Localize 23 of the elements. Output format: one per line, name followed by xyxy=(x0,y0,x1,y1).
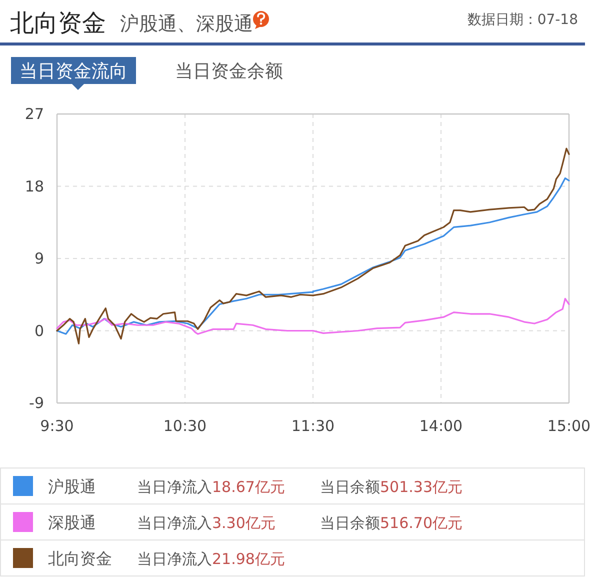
x-tick-label: 15:00 xyxy=(547,417,591,435)
y-tick-label: 9 xyxy=(34,250,44,268)
y-tick-label: 27 xyxy=(24,105,44,123)
x-tick-label: 10:30 xyxy=(163,417,207,435)
y-tick-label: -9 xyxy=(29,394,44,412)
x-tick-label: 11:30 xyxy=(291,417,335,435)
text: 当日资金流向 xyxy=(20,61,128,82)
chart-title: 北向资金 xyxy=(10,9,106,37)
legend-label: 沪股通 xyxy=(48,477,96,496)
y-tick-label: 18 xyxy=(24,177,44,196)
y-tick-label: 0 xyxy=(34,322,44,340)
text: 当日净流入18.67亿元 xyxy=(137,478,285,496)
chart-subtitle: 沪股通、深股通 xyxy=(120,13,253,35)
text: 当日资金余额 xyxy=(175,61,283,82)
x-tick-label: 14:00 xyxy=(419,417,463,435)
text: 当日余额501.33亿元 xyxy=(320,478,462,496)
x-tick-label: 9:30 xyxy=(40,417,74,435)
text: 当日余额516.70亿元 xyxy=(320,514,462,532)
text: 当日净流入21.98亿元 xyxy=(137,550,285,568)
legend-label: 北向资金 xyxy=(48,549,112,568)
text: 数据日期：07-18 xyxy=(467,12,578,28)
legend-label: 深股通 xyxy=(48,513,96,532)
text: 当日净流入3.30亿元 xyxy=(137,514,276,532)
